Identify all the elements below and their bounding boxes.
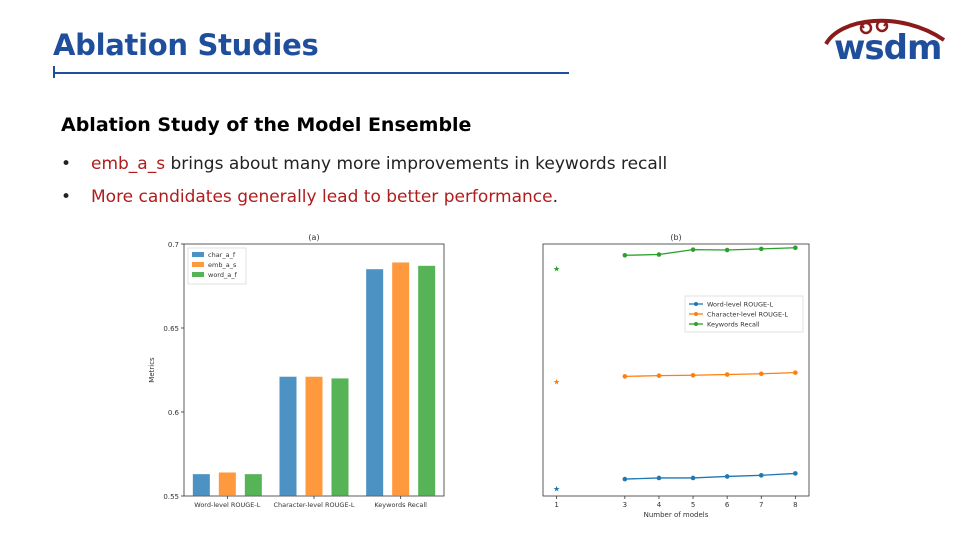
data-point: [690, 247, 696, 252]
bullet-text: brings about many more improvements in k…: [165, 154, 668, 174]
data-point: [656, 252, 662, 257]
legend-marker: [694, 302, 698, 306]
data-point: [793, 471, 798, 476]
slide-title: Ablation Studies: [53, 28, 319, 62]
x-tick-label: Word-level ROUGE-L: [194, 501, 260, 509]
legend-label: Keywords Recall: [707, 321, 760, 329]
line-chart-b: (b) 1 3 4 5 6 7 8 Number of models ★ ★ ★ Word-level …: [525, 228, 815, 519]
chart-title: (a): [308, 233, 319, 242]
bar-char_a_f: [279, 376, 297, 496]
bar-word_a_f: [418, 265, 436, 496]
legend-marker: [694, 312, 698, 316]
bar-word_a_f: [244, 474, 262, 496]
legend-marker: [694, 322, 698, 326]
data-point: [758, 246, 764, 252]
bullet-dot: •: [61, 154, 72, 174]
title-underline-tick: [53, 66, 55, 78]
series-line-Word-level ROUGE-L: [624, 472, 796, 480]
data-point: [724, 474, 730, 479]
logo-swoosh-icon: [824, 18, 946, 46]
title-underline: [53, 72, 569, 74]
legend-label: Word-level ROUGE-L: [707, 301, 773, 309]
legend-swatch: [192, 252, 204, 257]
x-tick-label: Character-level ROUGE-L: [273, 501, 354, 509]
bullet-list: • emb_a_s brings about many more improve…: [61, 148, 667, 214]
series-line-Character-level ROUGE-L: [624, 371, 796, 378]
y-tick-label: 0.65: [163, 325, 179, 333]
y-axis-label: Metrics: [148, 357, 156, 383]
bar-emb_a_s: [392, 262, 410, 496]
legend-label: emb_a_s: [208, 261, 237, 269]
bullet-item: • emb_a_s brings about many more improve…: [61, 148, 667, 181]
data-point: [758, 371, 764, 377]
data-point: [690, 372, 696, 378]
single-model-star: ★: [553, 377, 560, 386]
legend-box: [684, 295, 804, 333]
chart-title: (b): [670, 233, 681, 242]
data-point: [622, 476, 628, 482]
data-point: [622, 374, 628, 379]
bar-emb_a_s: [218, 472, 236, 496]
x-tick-label: 5: [691, 501, 695, 509]
data-point: [793, 245, 798, 251]
bar-char_a_f: [192, 474, 210, 496]
wsdm-logo: wsdm: [820, 14, 948, 68]
data-point: [724, 247, 730, 253]
x-tick-label: Keywords Recall: [374, 501, 427, 509]
bullet-text: .: [552, 187, 558, 207]
logo-text: wsdm: [834, 28, 942, 68]
bar-chart-a: (a) 0.55 0.6 0.65 0.7 Metrics Word-level ROUGE…: [142, 228, 457, 518]
data-point: [622, 252, 628, 258]
bar-emb_a_s: [305, 376, 323, 496]
data-point: [758, 473, 764, 478]
bullet-item: • More candidates generally lead to bett…: [61, 181, 667, 214]
legend-swatch: [192, 272, 204, 277]
single-model-star: ★: [553, 484, 560, 493]
series-line-Keywords Recall: [624, 247, 796, 256]
x-tick-label: 7: [759, 501, 763, 509]
data-point: [724, 372, 730, 377]
data-point: [656, 475, 662, 481]
section-subheading: Ablation Study of the Model Ensemble: [61, 114, 472, 136]
x-tick-label: 1: [554, 501, 558, 509]
legend-swatch: [192, 262, 204, 267]
y-tick-label: 0.7: [168, 241, 179, 249]
legend-label: word_a_f: [208, 271, 237, 279]
line-chart-b-svg: (b) 1 3 4 5 6 7 8 Number of models ★ ★ ★ Word-level …: [542, 233, 810, 519]
single-model-star: ★: [553, 264, 560, 273]
x-tick-label: 3: [623, 501, 627, 509]
x-tick-label: 6: [725, 501, 730, 509]
x-tick-label: 8: [793, 501, 797, 509]
data-point: [793, 370, 798, 375]
bullet-highlight: emb_a_s: [91, 154, 166, 174]
bullet-highlight: More candidates generally lead to better…: [91, 187, 553, 207]
y-tick-label: 0.55: [163, 493, 179, 501]
bar-word_a_f: [331, 378, 349, 496]
legend-label: char_a_f: [208, 251, 236, 259]
legend-label: Character-level ROUGE-L: [707, 311, 788, 319]
data-point: [656, 373, 662, 378]
bullet-dot: •: [61, 187, 72, 207]
y-tick-label: 0.6: [168, 409, 180, 417]
x-tick-label: 4: [657, 501, 662, 509]
plot-frame: [542, 243, 810, 497]
data-point: [690, 475, 696, 481]
bar-char_a_f: [366, 269, 384, 496]
bar-chart-a-svg: (a) 0.55 0.6 0.65 0.7 Metrics Word-level ROUGE…: [148, 233, 445, 509]
x-axis-label: Number of models: [644, 511, 709, 518]
